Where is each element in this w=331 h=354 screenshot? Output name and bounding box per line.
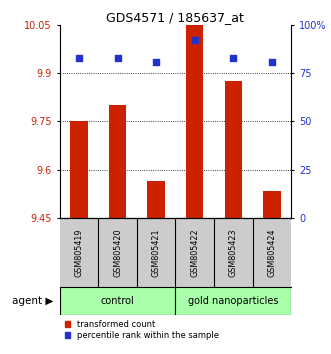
Bar: [263, 191, 281, 218]
Text: GSM805424: GSM805424: [267, 228, 276, 277]
Bar: [225, 81, 242, 218]
Point: [231, 55, 236, 61]
Bar: [60, 287, 175, 315]
Title: GDS4571 / 185637_at: GDS4571 / 185637_at: [107, 11, 244, 24]
Legend: transformed count, percentile rank within the sample: transformed count, percentile rank withi…: [64, 319, 220, 341]
Text: GSM805419: GSM805419: [74, 228, 83, 277]
Bar: [175, 287, 291, 315]
Bar: [147, 181, 165, 218]
Bar: [186, 25, 204, 218]
Bar: [70, 121, 88, 218]
Text: GSM805422: GSM805422: [190, 228, 199, 277]
Text: GSM805420: GSM805420: [113, 228, 122, 277]
Point: [115, 55, 120, 61]
Point: [154, 59, 159, 64]
Point: [192, 38, 197, 43]
Text: GSM805423: GSM805423: [229, 228, 238, 277]
Text: GSM805421: GSM805421: [152, 228, 161, 277]
Text: gold nanoparticles: gold nanoparticles: [188, 296, 279, 306]
Text: control: control: [101, 296, 134, 306]
Text: agent ▶: agent ▶: [12, 296, 53, 306]
Point: [269, 59, 275, 64]
Bar: [109, 105, 126, 218]
Point: [76, 55, 81, 61]
